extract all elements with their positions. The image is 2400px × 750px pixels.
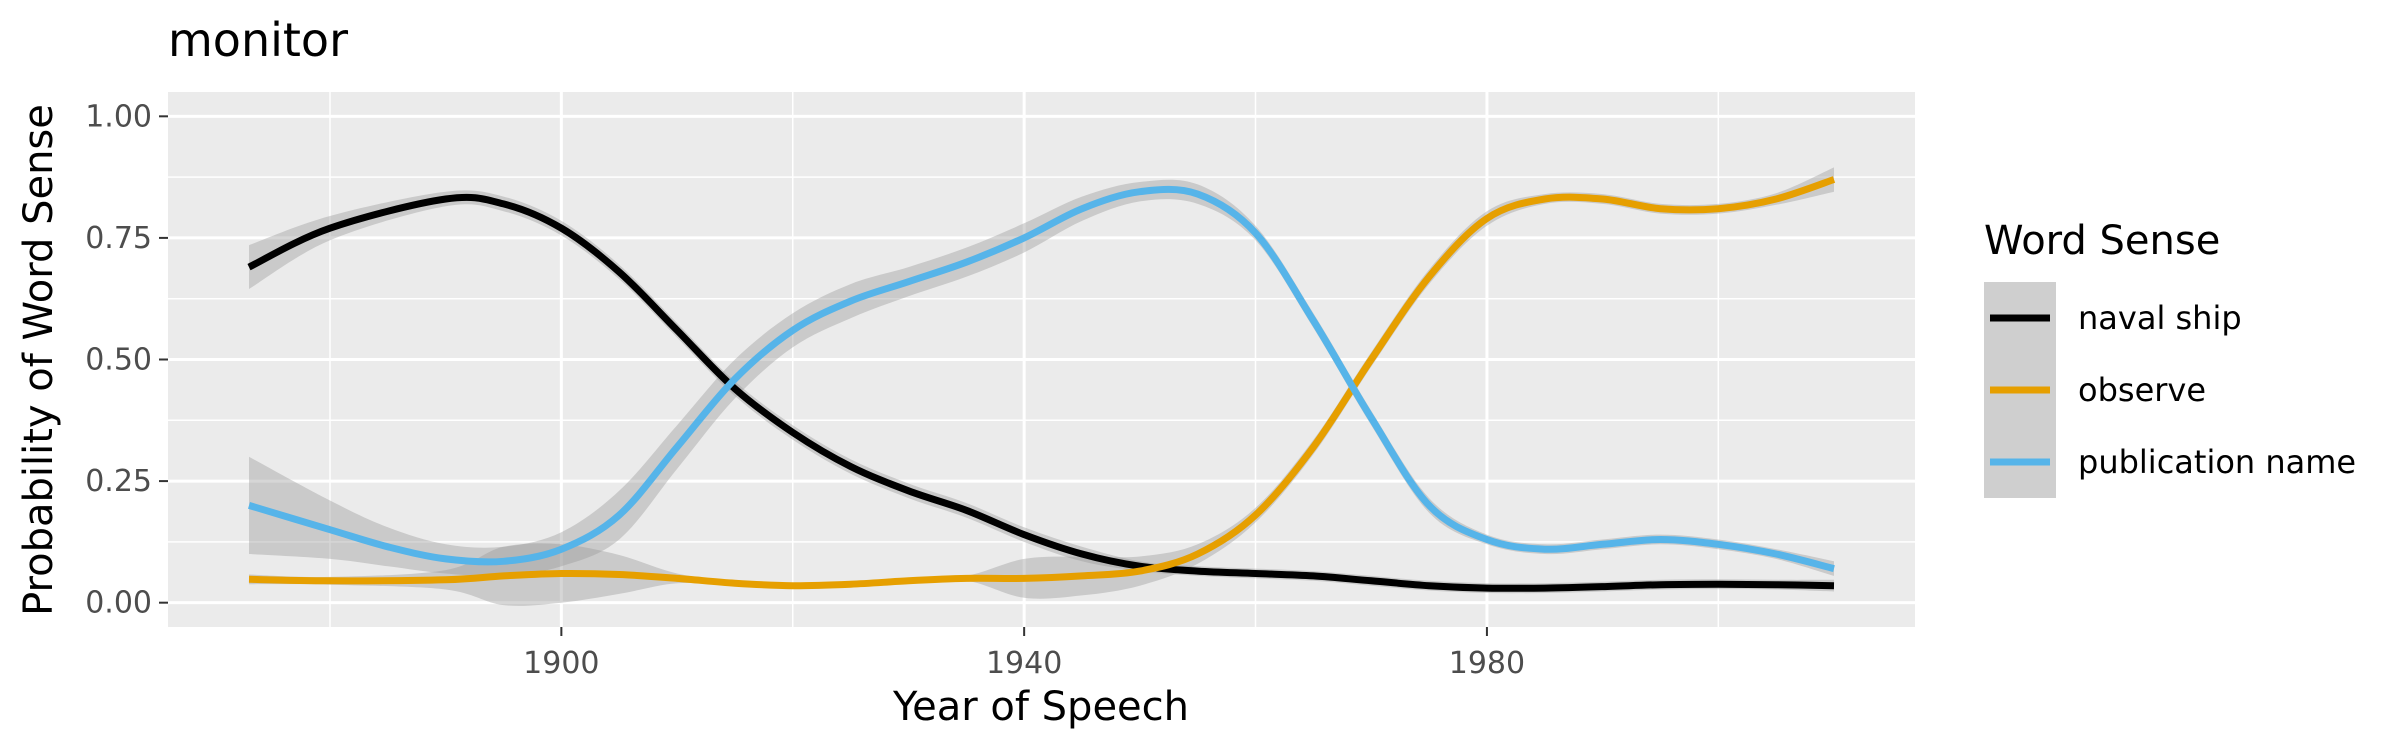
x-tick-label: 1900 (523, 646, 599, 681)
x-tick-label: 1980 (1449, 646, 1525, 681)
y-tick-label: 0.25 (85, 464, 152, 499)
line-naval-ship (247, 193, 1835, 592)
series-lines (247, 176, 1836, 592)
band-naval-ship (249, 190, 1834, 594)
legend-label-observe: observe (2078, 371, 2206, 409)
y-tick-label: 0.00 (85, 586, 152, 621)
x-axis: 1900 1940 1980 (523, 627, 1525, 681)
x-tick-label: 1940 (986, 646, 1062, 681)
line-observe (248, 176, 1836, 590)
y-axis: 0.00 0.25 0.50 0.75 1.00 (85, 99, 168, 621)
major-gridlines (168, 92, 1915, 627)
legend-title: Word Sense (1984, 218, 2220, 264)
x-axis-title: Year of Speech (892, 684, 1189, 730)
y-tick-label: 0.50 (85, 343, 152, 378)
legend-label-publication-name: publication name (2078, 443, 2356, 481)
line-publication-name (247, 185, 1835, 572)
legend: Word Sense naval ship observe publication … (1984, 218, 2356, 498)
y-tick-label: 0.75 (85, 221, 152, 256)
y-axis-title: Probability of Word Sense (16, 104, 62, 616)
legend-label-naval-ship: naval ship (2078, 299, 2242, 337)
band-publication-name (249, 179, 1834, 577)
y-tick-label: 1.00 (85, 99, 152, 134)
chart-title: monitor (168, 13, 348, 67)
